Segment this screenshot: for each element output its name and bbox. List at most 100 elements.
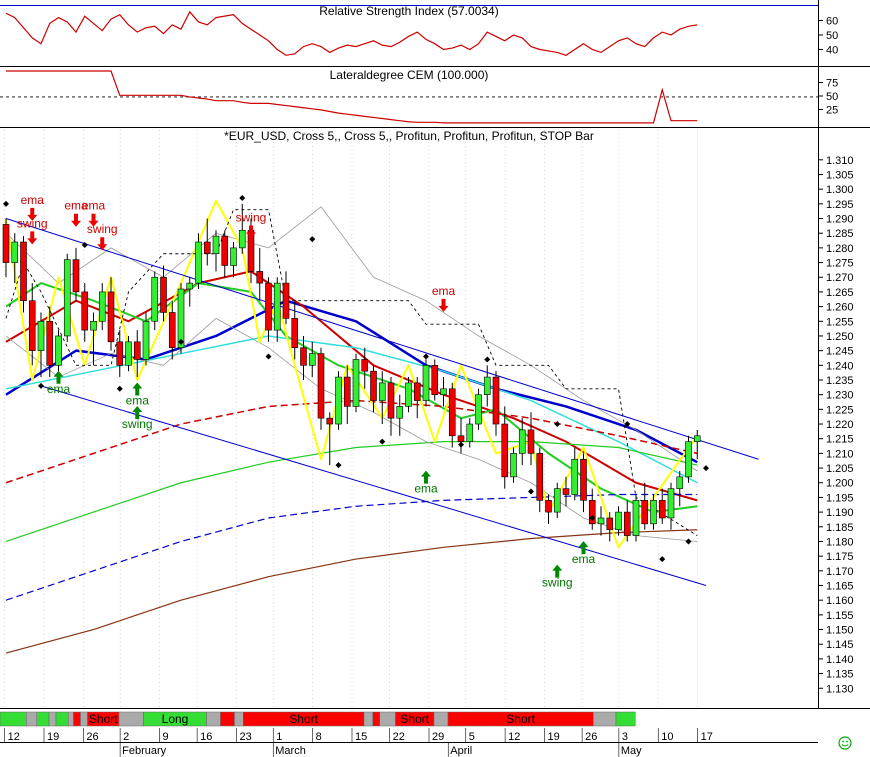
x-day-label: 12	[508, 731, 520, 743]
pivot-marker	[423, 353, 429, 360]
price-indicator-line	[5, 441, 698, 543]
candle-body	[527, 429, 535, 454]
x-day-label: 23	[240, 731, 252, 743]
candle-body	[378, 382, 386, 401]
sell-arrow-icon	[27, 207, 38, 221]
x-month-label: March	[275, 745, 306, 757]
candle-body	[632, 500, 640, 536]
candle-body	[580, 458, 587, 501]
y-tick-label: 1.235	[826, 375, 854, 387]
candle-body	[343, 376, 351, 407]
y-tick-label: 1.260	[826, 302, 854, 314]
candle-body	[282, 282, 290, 319]
y-tick-label: 1.160	[826, 595, 854, 607]
candle-body	[650, 500, 657, 525]
candle-body	[667, 488, 675, 519]
y-tick-label: 1.185	[826, 522, 854, 534]
candle-body	[300, 347, 307, 366]
x-day-label: 3	[622, 731, 628, 743]
y-tick-label: 1.145	[826, 639, 854, 651]
y-tick-label: 1.265	[826, 287, 854, 299]
candle-body	[370, 370, 377, 401]
pivot-marker	[659, 556, 666, 563]
candle-body	[326, 417, 334, 425]
position-segment	[118, 711, 144, 727]
candle-body	[466, 423, 474, 442]
y-tick-label: 1.225	[826, 404, 854, 416]
candle-body	[545, 500, 552, 513]
annotation-label: swing	[236, 210, 267, 224]
candle-body	[641, 500, 649, 525]
candle-body	[273, 282, 281, 331]
annotation-label: ema	[572, 552, 596, 566]
annotation-label: ema	[21, 193, 45, 207]
y-tick-label: 1.155	[826, 610, 854, 622]
y-tick-label: 1.210	[826, 448, 854, 460]
candle-body	[431, 365, 439, 395]
candle-body	[571, 458, 579, 495]
pivot-marker	[484, 356, 491, 363]
pivot-marker	[3, 200, 9, 207]
annotation-label: swing	[542, 576, 573, 590]
annotation-label: ema	[414, 482, 438, 496]
sell-arrow-icon	[71, 213, 81, 227]
x-day-label: 22	[393, 731, 405, 743]
y-tick-label: 1.280	[826, 243, 854, 255]
y-tick-label: 1.205	[826, 463, 854, 475]
x-month-label: May	[621, 745, 642, 757]
y-tick-label: 1.295	[826, 199, 854, 211]
cem-series-line	[6, 70, 698, 124]
position-segment	[55, 711, 69, 727]
x-day-label: 12	[8, 731, 20, 743]
x-month-label: April	[450, 745, 472, 757]
candle-body	[553, 488, 561, 513]
x-day-label: 9	[163, 731, 169, 743]
candle-body	[422, 365, 430, 401]
annotation-label: swing	[87, 222, 118, 236]
candle-body	[335, 376, 342, 425]
candle-body	[440, 388, 447, 395]
position-segment	[220, 711, 235, 727]
cem-tick-label: 25	[826, 105, 838, 117]
candle-body	[177, 288, 185, 349]
candle-body	[37, 320, 45, 351]
candle-body	[212, 235, 220, 255]
candle-body	[195, 241, 202, 284]
y-tick-label: 1.250	[826, 331, 854, 343]
candle-body	[615, 511, 622, 531]
pivot-marker	[335, 462, 342, 469]
y-tick-label: 1.300	[826, 184, 854, 196]
stop-line	[5, 209, 698, 536]
candle-body	[536, 453, 544, 501]
candle-body	[413, 382, 421, 401]
position-segment	[0, 711, 27, 727]
x-day-label: 1	[276, 731, 282, 743]
position-segment	[26, 711, 37, 727]
y-tick-label: 1.150	[826, 625, 854, 637]
y-tick-label: 1.245	[826, 346, 854, 358]
buy-arrow-icon	[421, 470, 431, 484]
pivot-marker	[685, 538, 692, 545]
candle-body	[90, 320, 97, 331]
y-tick-label: 1.240	[826, 360, 854, 372]
position-label: Short	[289, 712, 318, 726]
candle-body	[475, 394, 482, 425]
annotation-label: ema	[82, 199, 106, 213]
position-label: Long	[162, 712, 189, 726]
candle-body	[317, 353, 325, 419]
sell-arrow-icon	[438, 298, 449, 312]
annotation-label: swing	[17, 216, 48, 230]
x-day-label: 10	[661, 731, 673, 743]
candle-body	[387, 382, 395, 419]
trendline	[40, 385, 707, 586]
candle-body	[28, 300, 36, 351]
y-tick-label: 1.255	[826, 316, 854, 328]
price-panel-title: *EUR_USD, Cross 5,, Cross 5,, Profitun, …	[224, 129, 594, 143]
candle-body	[457, 435, 465, 442]
candle-body	[361, 359, 369, 372]
candle-body	[256, 271, 264, 284]
cem-tick-label: 75	[826, 78, 838, 90]
candle-body	[597, 517, 605, 525]
pivot-marker	[624, 421, 631, 428]
